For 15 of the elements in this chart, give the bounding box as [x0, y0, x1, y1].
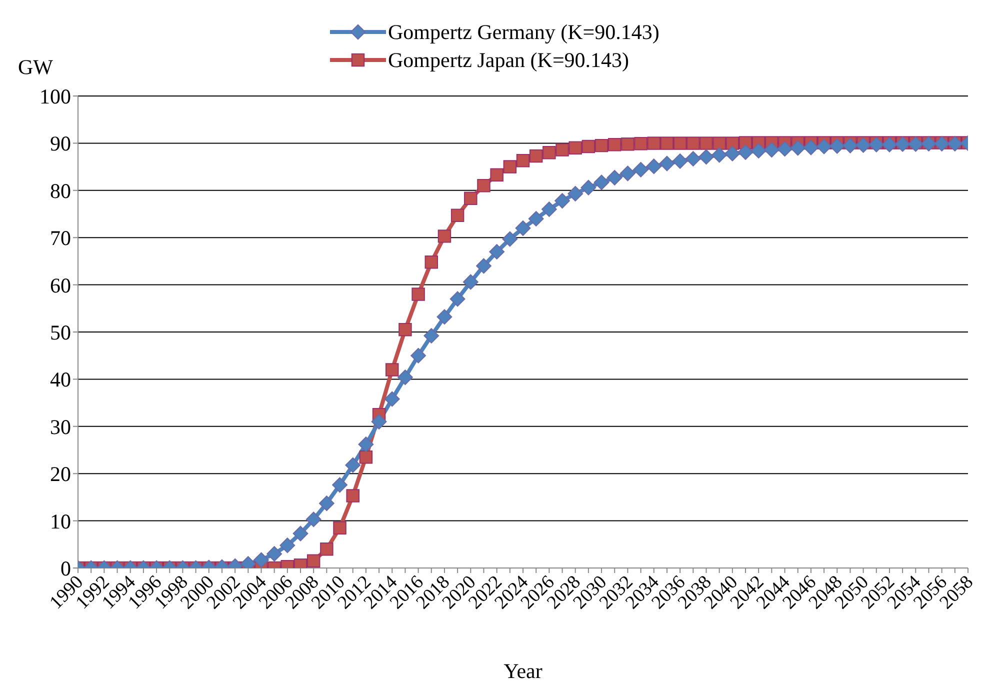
y-tick-label: 70 — [50, 226, 71, 250]
y-tick-label: 80 — [50, 178, 71, 203]
y-tick-label: 50 — [50, 320, 71, 344]
y-tick-label: 60 — [50, 273, 71, 298]
y-axis-title: GW — [18, 55, 54, 79]
y-tick-label: 90 — [50, 132, 71, 156]
y-tick-label: 40 — [50, 368, 71, 392]
y-tick-label: 100 — [40, 84, 71, 108]
y-tick-label: 20 — [50, 462, 71, 486]
x-axis-title: Year — [504, 659, 542, 683]
legend-label: Gompertz Germany (K=90.143) — [388, 20, 660, 44]
legend-label: Gompertz Japan (K=90.143) — [388, 48, 630, 72]
y-tick-label: 0 — [60, 556, 71, 580]
y-tick-label: 10 — [50, 509, 71, 534]
y-tick-label: 30 — [50, 414, 71, 439]
